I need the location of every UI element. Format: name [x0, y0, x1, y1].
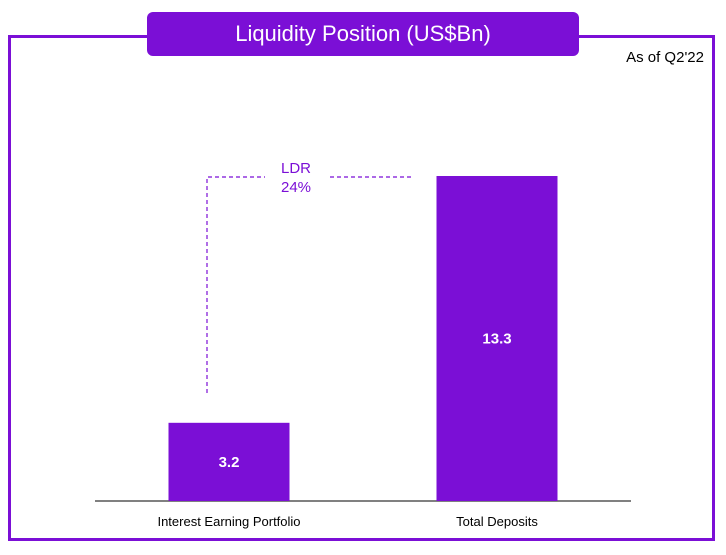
ldr-value: 24% [281, 179, 311, 196]
bar-1 [168, 422, 290, 501]
as-of-date: As of Q2'22 [626, 49, 704, 66]
ldr-bracket-line [206, 176, 265, 393]
chart-title-banner: Liquidity Position (US$Bn) [147, 12, 579, 56]
ldr-label: LDR [281, 160, 311, 177]
bar-value-label: 3.2 [219, 454, 240, 471]
ldr-annotation: LDR 24% [206, 160, 412, 393]
bar-value-label: 13.3 [482, 331, 511, 348]
chart-title: Liquidity Position (US$Bn) [235, 21, 491, 46]
bars-layer: 3.2 Interest Earning Portfolio 13.3 Total D… [157, 176, 558, 529]
category-label: Total Deposits [456, 514, 538, 529]
bar-2 [436, 176, 558, 501]
category-label: Interest Earning Portfolio [157, 514, 300, 529]
